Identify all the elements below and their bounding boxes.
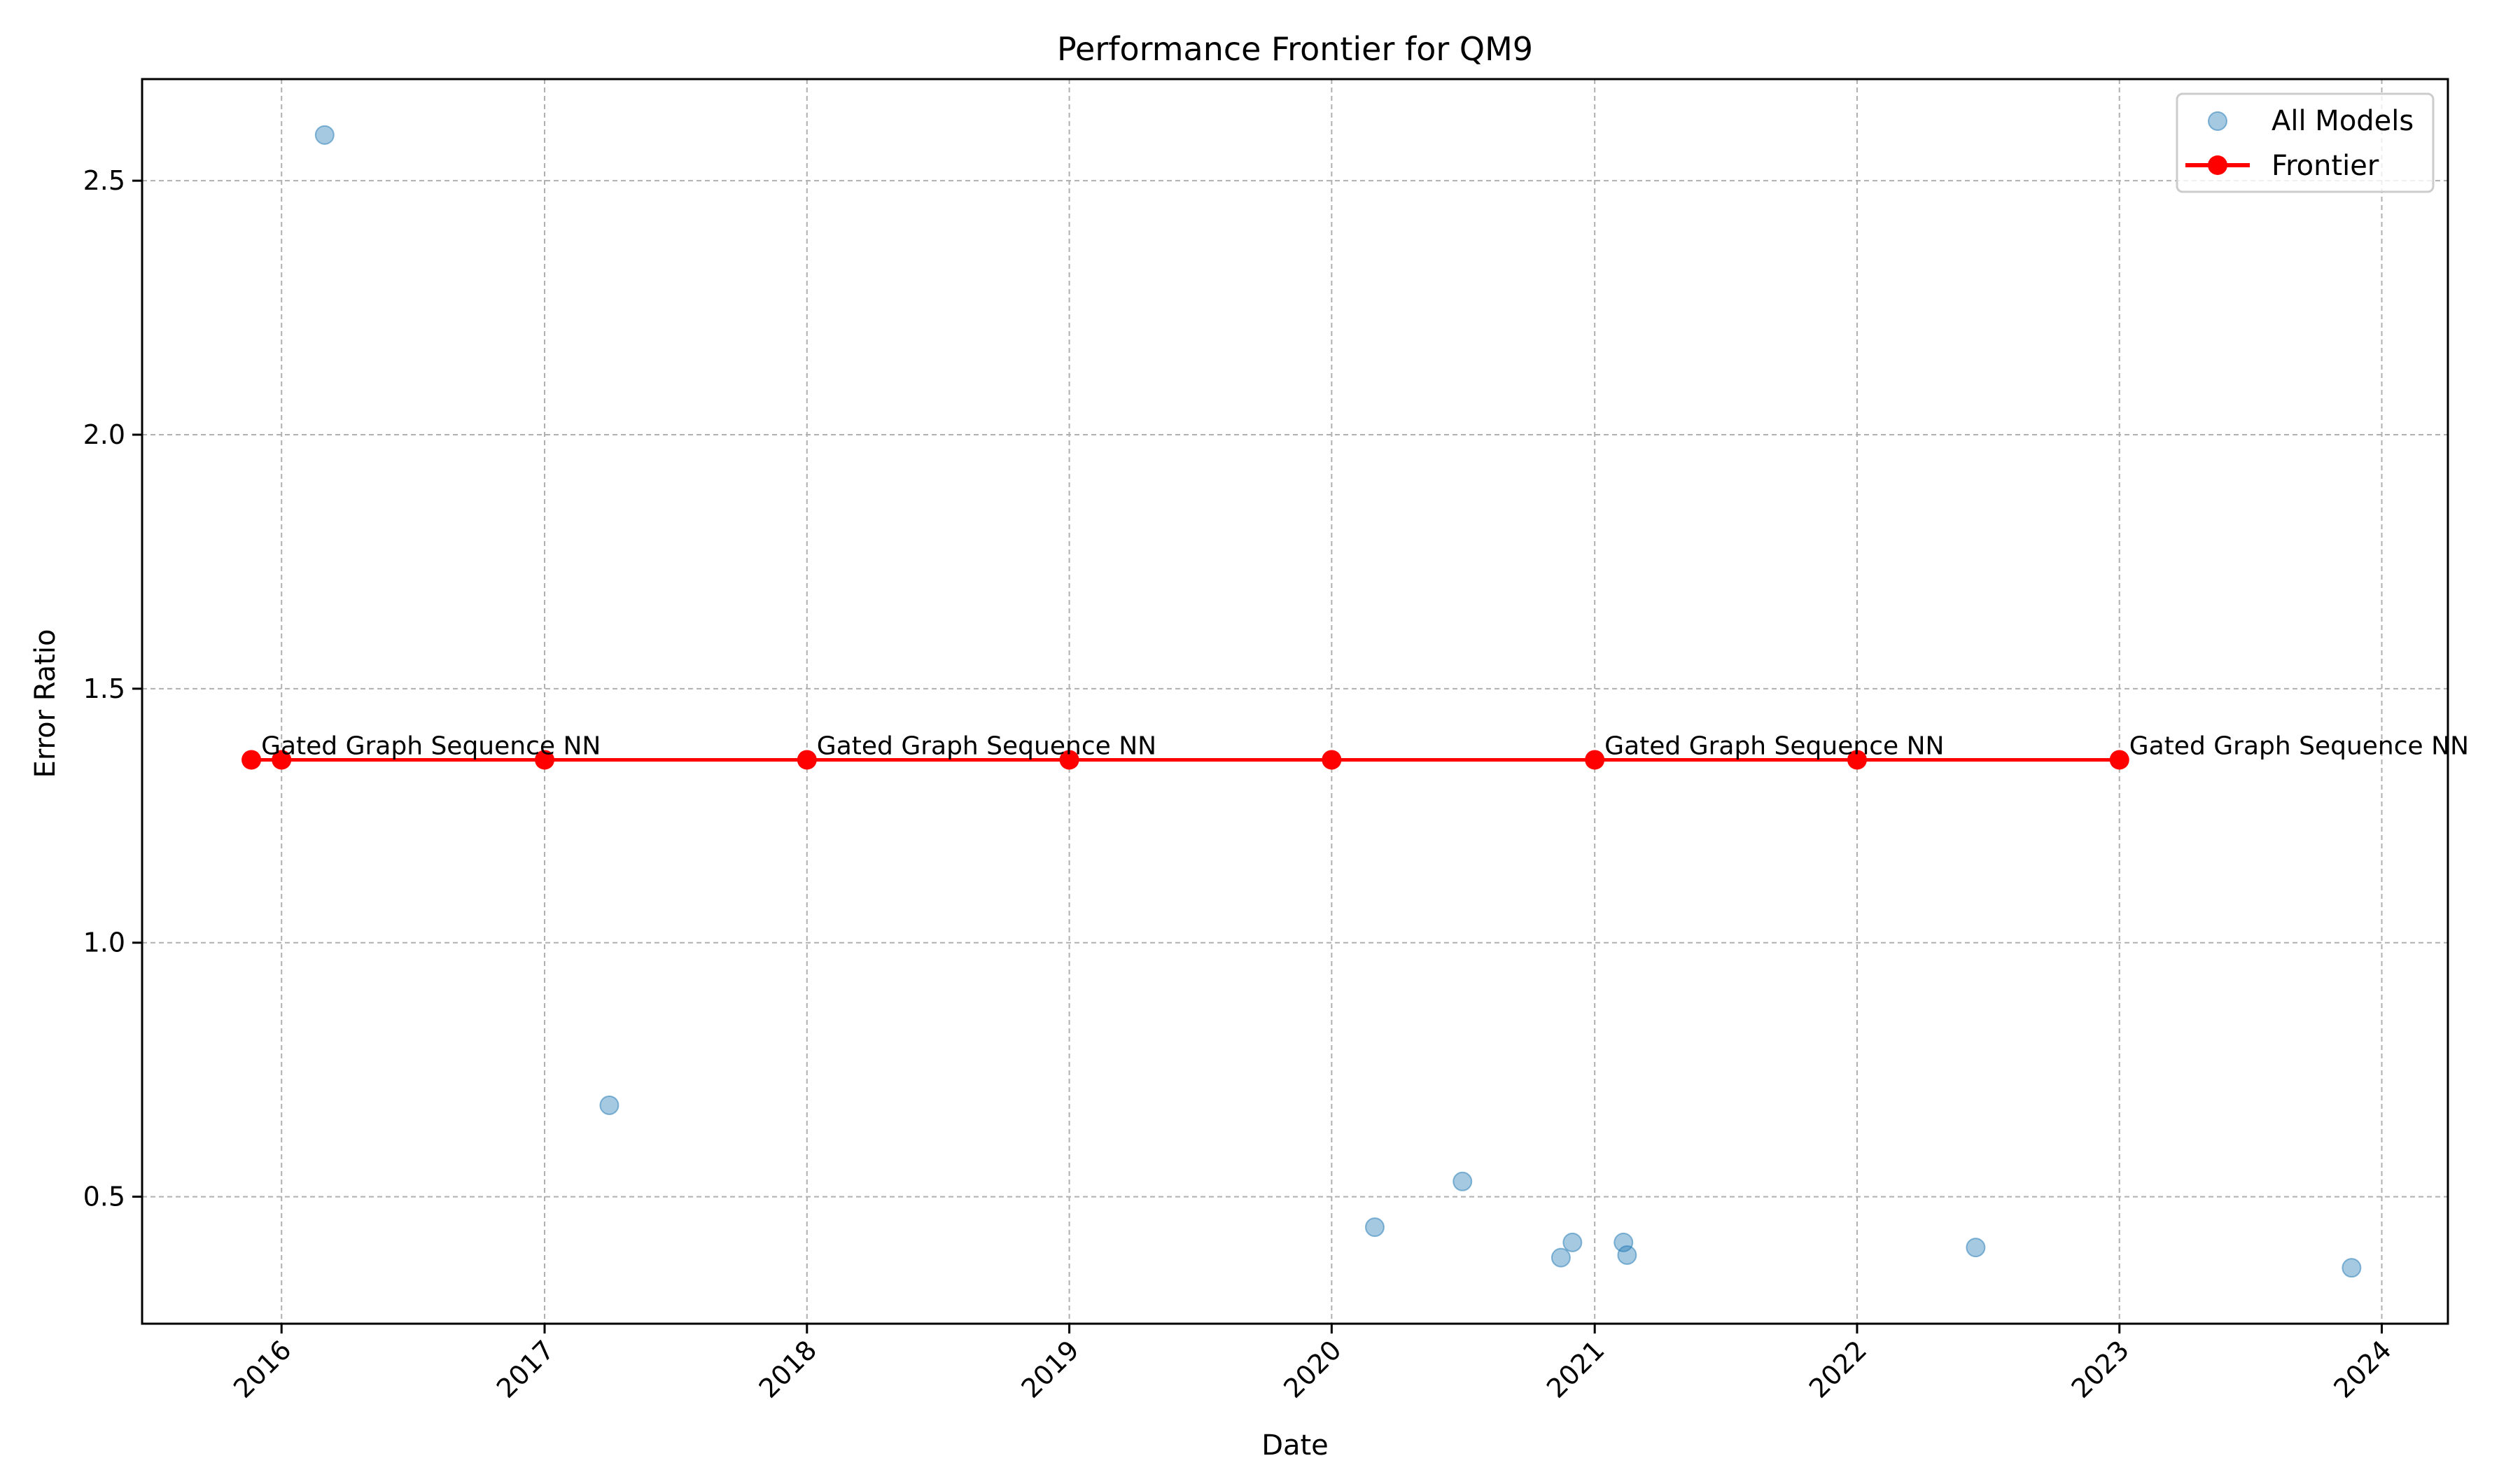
frontier-point (241, 750, 262, 770)
annotation-label: Gated Graph Sequence NN (261, 732, 601, 760)
annotation-label: Gated Graph Sequence NN (1604, 732, 1944, 760)
annotations: Gated Graph Sequence NN Gated Graph Seque… (261, 732, 2469, 760)
annotation-label: Gated Graph Sequence NN (2129, 732, 2469, 760)
frontier-point (1847, 750, 1867, 770)
chart-title: Performance Frontier for QM9 (1057, 30, 1533, 68)
frontier-series (241, 750, 2129, 770)
y-tick-label: 2.5 (83, 165, 125, 196)
model-point (1617, 1245, 1637, 1266)
frontier-point (272, 750, 292, 770)
legend-marker-frontier (2208, 155, 2227, 175)
model-point (2342, 1258, 2362, 1278)
model-point (1562, 1232, 1583, 1252)
model-point (1364, 1217, 1385, 1238)
frontier-point (797, 750, 817, 770)
frontier-point (1059, 750, 1079, 770)
model-point (1614, 1232, 1634, 1252)
y-tick-label: 1.0 (83, 927, 125, 958)
legend: All Models Frontier (2176, 92, 2435, 193)
frontier-point (1585, 750, 1605, 770)
frontier-point (1322, 750, 1342, 770)
y-tick-label: 0.5 (83, 1182, 125, 1212)
legend-marker-all-models (2208, 111, 2227, 131)
all-models-series (314, 125, 2362, 1278)
model-point (1966, 1238, 1986, 1258)
annotation-label: Gated Graph Sequence NN (817, 732, 1156, 760)
frontier-point (2109, 750, 2129, 770)
model-point (1452, 1171, 1473, 1191)
legend-label-all-models: All Models (2272, 105, 2414, 137)
y-tick-label: 1.5 (83, 673, 125, 704)
y-axis-ticks: 0.5 1.0 1.5 2.0 2.5 (83, 165, 142, 1212)
model-point (1550, 1247, 1571, 1268)
plot-area-frame (141, 78, 2449, 1325)
grid-lines (142, 79, 2448, 1324)
legend-label-frontier: Frontier (2272, 150, 2379, 182)
model-point (314, 125, 335, 145)
y-tick-label: 2.0 (83, 419, 125, 450)
frontier-point (535, 750, 555, 770)
y-axis-label: Error Ratio (29, 629, 62, 778)
model-point (599, 1095, 620, 1115)
x-axis-label: Date (1261, 1429, 1329, 1462)
